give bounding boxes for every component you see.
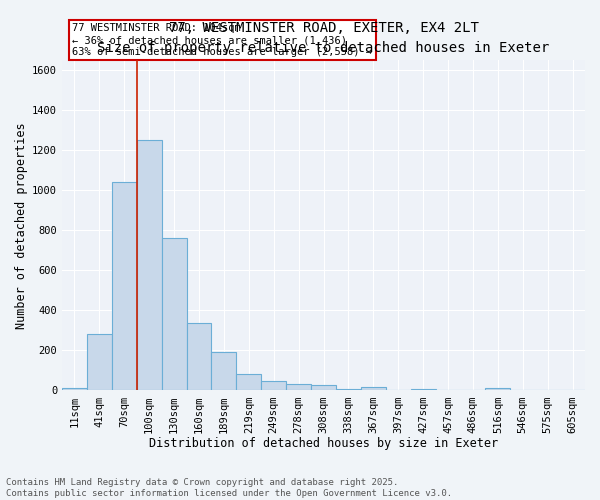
Bar [361, 388, 386, 390]
Bar [112, 182, 137, 390]
Text: Contains HM Land Registry data © Crown copyright and database right 2025.
Contai: Contains HM Land Registry data © Crown c… [6, 478, 452, 498]
Bar [485, 388, 510, 390]
Bar [137, 140, 161, 390]
Bar [187, 324, 211, 390]
Bar [211, 352, 236, 391]
X-axis label: Distribution of detached houses by size in Exeter: Distribution of detached houses by size … [149, 437, 498, 450]
Bar [261, 382, 286, 390]
Y-axis label: Number of detached properties: Number of detached properties [15, 122, 28, 328]
Bar [311, 386, 336, 390]
Bar [286, 384, 311, 390]
Bar [62, 388, 87, 390]
Bar [236, 374, 261, 390]
Title: 77, WESTMINSTER ROAD, EXETER, EX4 2LT
Size of property relative to detached hous: 77, WESTMINSTER ROAD, EXETER, EX4 2LT Si… [97, 21, 550, 54]
Bar [336, 389, 361, 390]
Bar [161, 238, 187, 390]
Bar [87, 334, 112, 390]
Text: 77 WESTMINSTER ROAD: 104sqm
← 36% of detached houses are smaller (1,436)
63% of : 77 WESTMINSTER ROAD: 104sqm ← 36% of det… [73, 24, 373, 56]
